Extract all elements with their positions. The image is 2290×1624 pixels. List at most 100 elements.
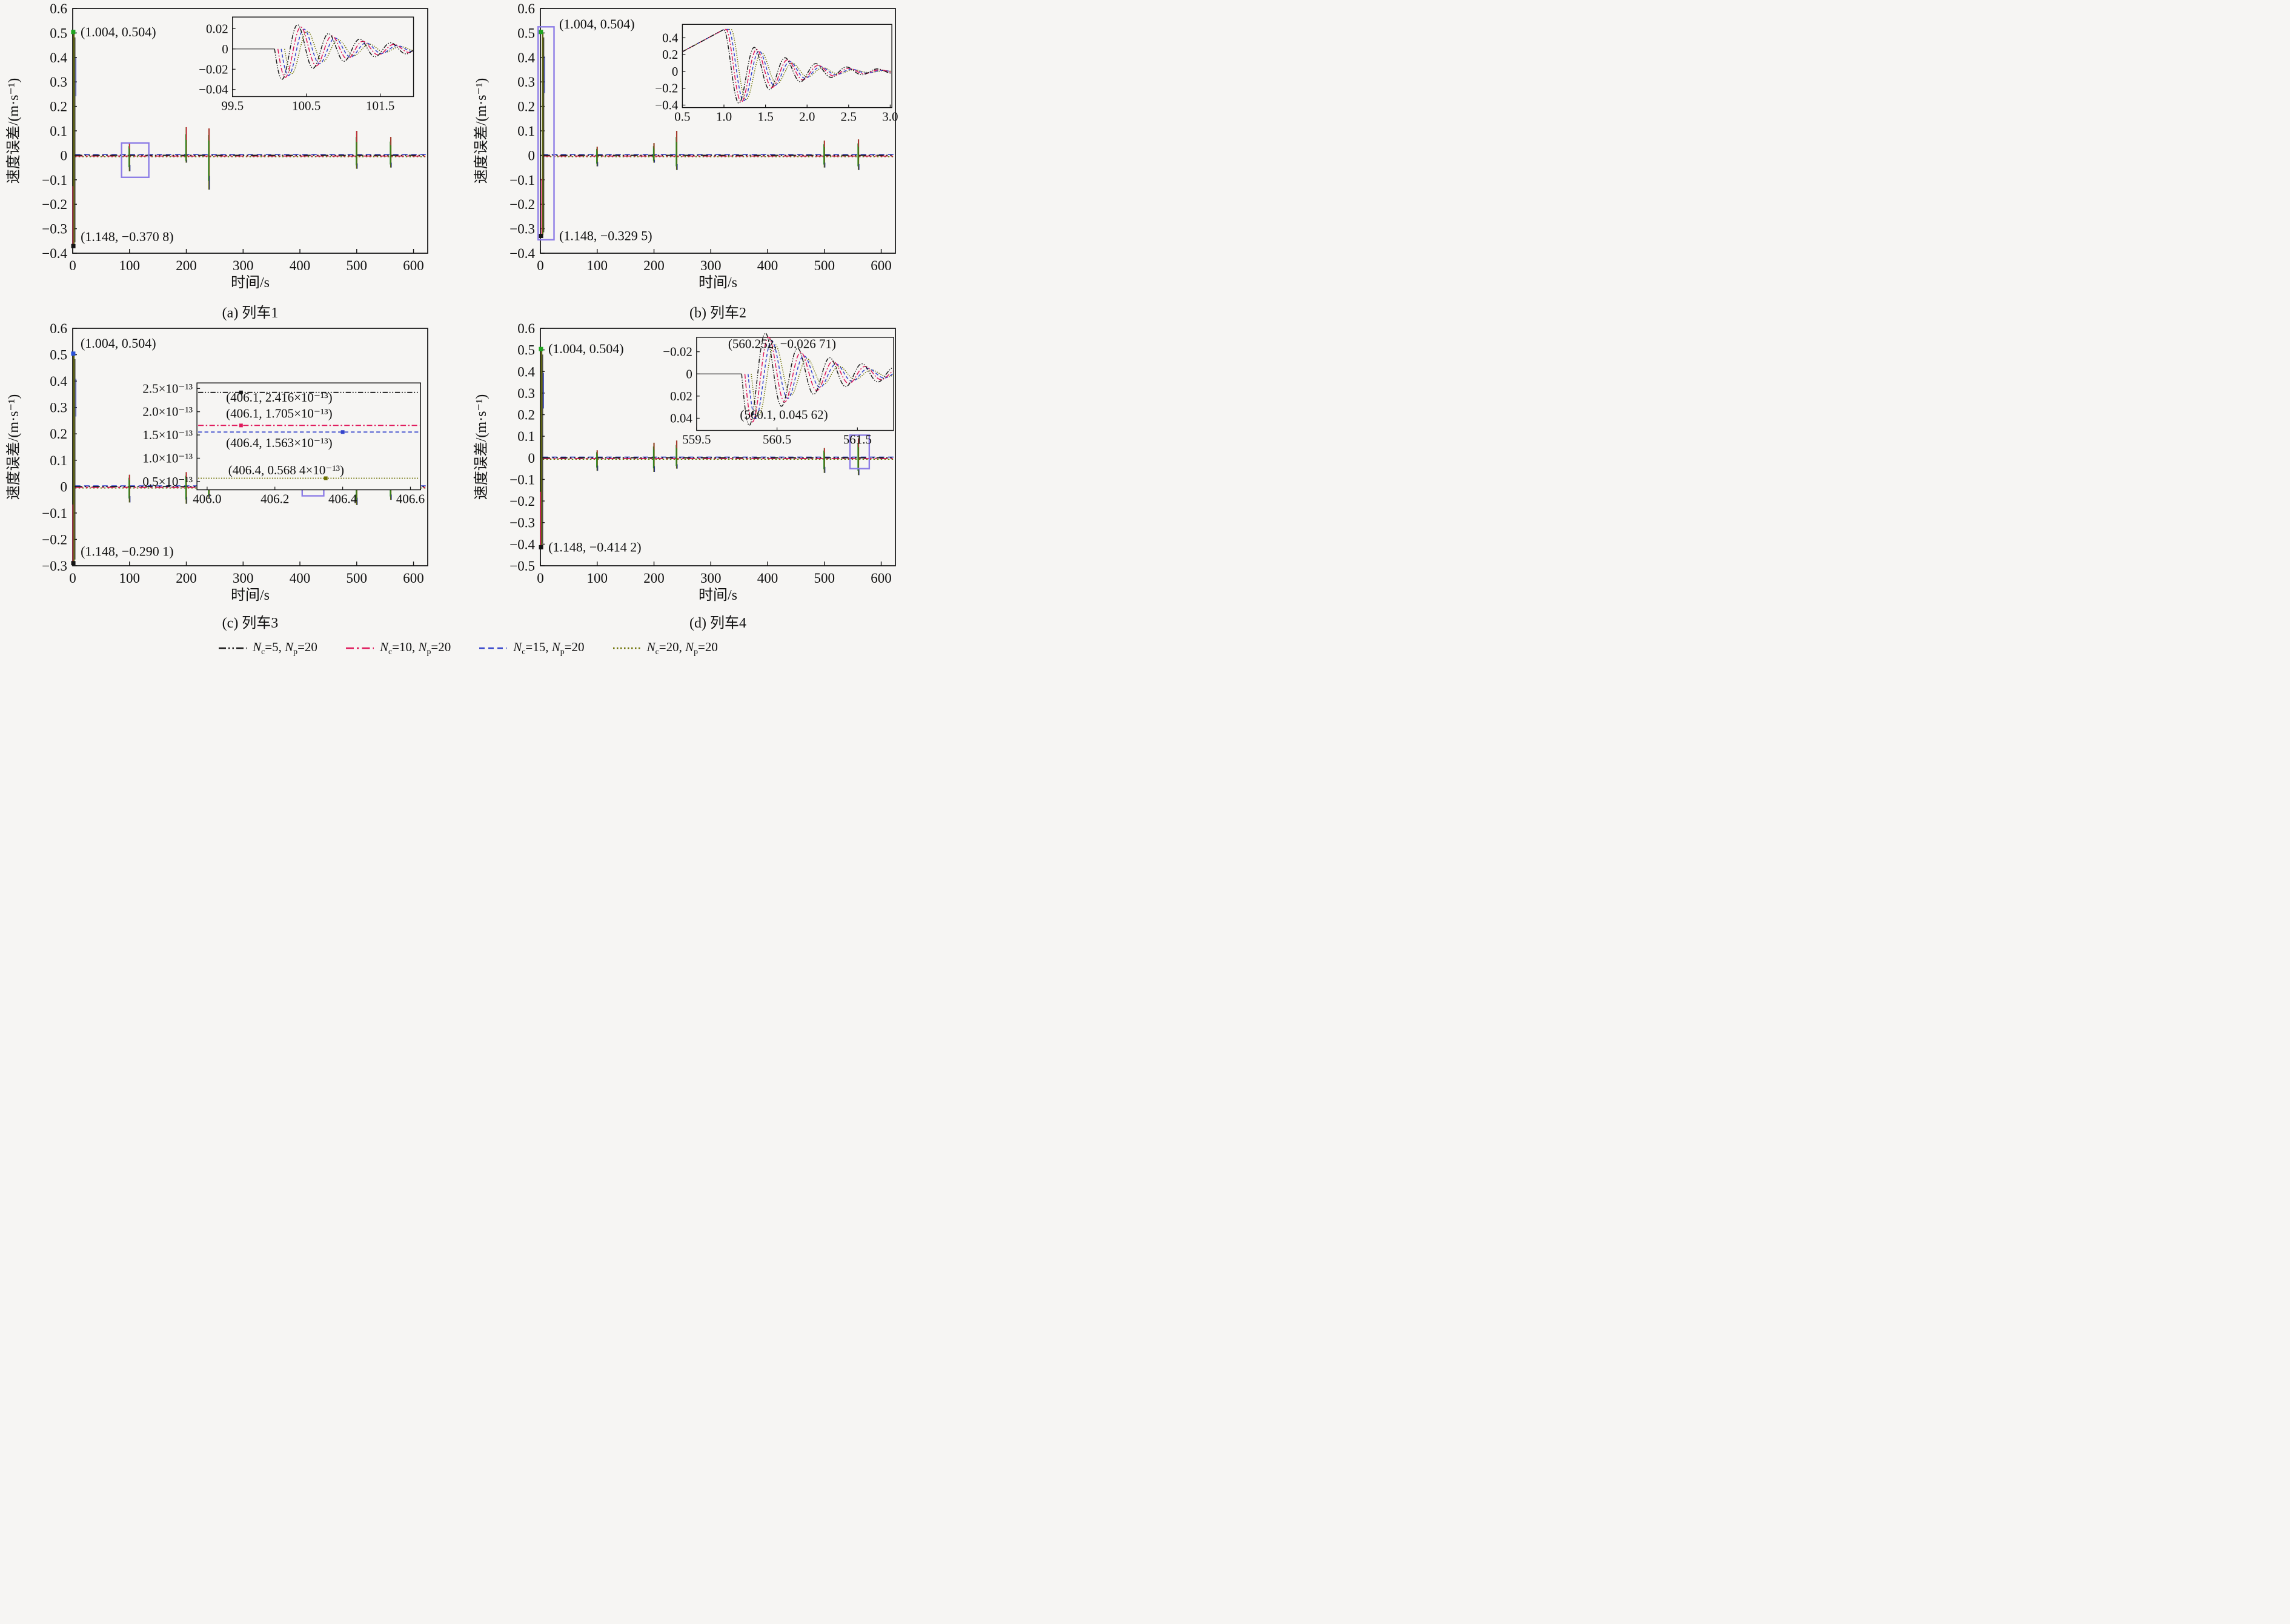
inset-y-tick-label: 0.4 [662, 30, 679, 45]
legend-eq: =15, [525, 639, 552, 654]
inset-annotation-label: (406.4, 0.568 4×10⁻¹³) [228, 463, 344, 477]
inset-y-tick-label: 2.0×10⁻¹³ [142, 405, 193, 419]
x-tick-label: 400 [757, 258, 778, 273]
legend-sub: c [522, 647, 526, 657]
spikes [128, 127, 392, 190]
highlight-box [537, 26, 555, 240]
inset-x-tick-label: 406.0 [193, 492, 221, 506]
spikes [596, 438, 860, 476]
plot-border [540, 328, 896, 566]
y-tick-label: 0.2 [50, 99, 67, 114]
legend-label-nc20: Nc=20, Np=20 [647, 640, 718, 657]
legend-item-nc15: Nc=15, Np=20 [479, 639, 585, 657]
inset-annotation-label: (406.4, 1.563×10⁻¹³) [226, 436, 333, 450]
highlight-box [121, 142, 150, 178]
inset: 406.0 406.2 406.4 406.6 2.5×10⁻¹³ 2.0×10⁻¹³ 1.… [142, 381, 425, 506]
inset-y-tick-label: 0.02 [206, 21, 228, 36]
annotation-marker [539, 346, 543, 351]
x-tick-label: 400 [290, 571, 311, 586]
inset-x-tick-label: 0.5 [674, 110, 690, 124]
y-tick-label: 0.2 [517, 99, 535, 114]
y-axis-label: 速度误差/(m·s⁻¹) [473, 78, 490, 184]
panel-d-chart: 0 100 200 300 400 500 6000.60.50.40.30.20.10−0… [473, 323, 896, 631]
y-tick-label: 0.6 [517, 1, 535, 16]
inset-wave-nc10 [744, 336, 894, 423]
annotation-label: (1.148, −0.290 1) [81, 544, 174, 559]
inset-annotation-label: (406.1, 2.416×10⁻¹³) [226, 390, 333, 405]
inset-x-tick-label: 406.4 [328, 492, 357, 506]
x-axis-label: 时间/s [699, 274, 737, 291]
x-tick-label: 200 [176, 571, 197, 586]
x-tick-label: 500 [347, 258, 368, 273]
inset-border [696, 337, 894, 431]
y-tick-label: 0.1 [50, 124, 67, 139]
legend-line-icon-nc20 [612, 647, 641, 649]
inset-wave-nc5 [741, 333, 894, 426]
inset: 559.5 560.5 561.5 −0.02 0 0.02 0.04 (560.252, −… [663, 333, 894, 447]
annotation-label: (1.148, −0.329 5) [559, 228, 652, 244]
y-tick-label: −0.3 [42, 222, 67, 237]
x-axis-label: 时间/s [699, 587, 737, 603]
annotations: (1.004, 0.504) (1.148, −0.414 2) [539, 341, 642, 554]
panel-grid: 0 100 200 300 400 500 600 0.6 0.5 0.4 0.3 0.2 0.1 0 −0… [0, 0, 936, 634]
legend-line-icon-nc5 [219, 647, 247, 649]
y-tick-label: 0.5 [517, 25, 535, 41]
x-tick-label: 400 [757, 571, 778, 586]
legend-line-icon-nc15 [479, 647, 508, 649]
y-tick-label: −0.2 [42, 197, 67, 212]
legend-var: N [513, 639, 522, 654]
y-tick-label: −0.2 [509, 494, 535, 509]
y-tick-label: 0.3 [517, 75, 535, 90]
inset-annotation-label: (560.252, −0.026 71) [728, 337, 836, 351]
panel-caption: (c) 列车3 [222, 615, 279, 631]
x-tick-label: 0 [69, 571, 76, 586]
x-tick-label: 600 [403, 571, 424, 586]
inset-y-tick-label: −0.04 [199, 82, 228, 97]
inset-wave-nc5 [274, 24, 414, 80]
y-tick-label: −0.1 [509, 472, 535, 487]
x-tick-label: 600 [871, 571, 892, 586]
x-tick-label: 0 [69, 258, 76, 273]
legend-line-icon-nc10 [345, 647, 374, 649]
panel-c-train3: 0 100 200 300 400 500 600 0.6 0.5 0.4 0.3 0.2 0.1 0 −0… [0, 323, 468, 634]
inset-y-tick-label: 1.0×10⁻¹³ [142, 451, 193, 465]
legend-item-nc10: Nc=10, Np=20 [345, 640, 451, 657]
x-axis: 0 100 200 300 400 500 600 [69, 249, 424, 273]
inset-x-tick-label: 101.5 [366, 98, 394, 113]
inset-x-tick-label: 1.5 [757, 110, 773, 124]
inset-hline-marker [239, 423, 243, 428]
spikes [596, 131, 860, 170]
y-tick-label: −0.2 [509, 197, 535, 212]
legend-var: N [379, 639, 388, 654]
inset-x-tick-label: 560.5 [763, 433, 791, 447]
x-axis: 0 100 200 300 400 500 600 [537, 249, 892, 273]
legend-sub: p [293, 647, 298, 657]
highlight-box [849, 434, 871, 469]
series-baseline [542, 154, 894, 157]
panel-caption: (d) 列车4 [689, 615, 746, 631]
initial-transient [540, 350, 544, 548]
y-axis: 0.6 0.5 0.4 0.3 0.2 0.1 0 −0.1 −0.2 −0.3 [42, 323, 77, 574]
x-tick-label: 100 [587, 258, 608, 273]
x-tick-label: 300 [233, 258, 254, 273]
y-tick-label: 0.5 [50, 348, 67, 363]
y-tick-label: −0.4 [509, 246, 535, 261]
x-tick-label: 500 [814, 571, 835, 586]
legend-eq: =20 [431, 639, 451, 654]
inset-y-tick-label: −0.02 [663, 345, 692, 359]
y-tick-label: −0.1 [42, 173, 67, 188]
inset-wave-nc10 [277, 26, 414, 78]
initial-transient [72, 354, 76, 563]
annotations: (1.004, 0.504) (1.148, −0.329 5) [539, 16, 652, 244]
inset-border [682, 24, 892, 108]
annotation-marker [539, 545, 543, 549]
annotation-label: (1.148, −0.414 2) [548, 539, 642, 554]
annotation-marker [71, 244, 76, 248]
annotations: (1.004, 0.504) (1.148, −0.290 1) [71, 336, 174, 566]
y-tick-label: 0.6 [517, 323, 535, 336]
x-axis-label: 时间/s [231, 274, 270, 291]
y-tick-label: 0.1 [517, 429, 535, 444]
legend-sub: p [426, 647, 431, 657]
legend-var: N [418, 639, 427, 654]
inset-y-tick-label: 0.2 [662, 47, 678, 62]
